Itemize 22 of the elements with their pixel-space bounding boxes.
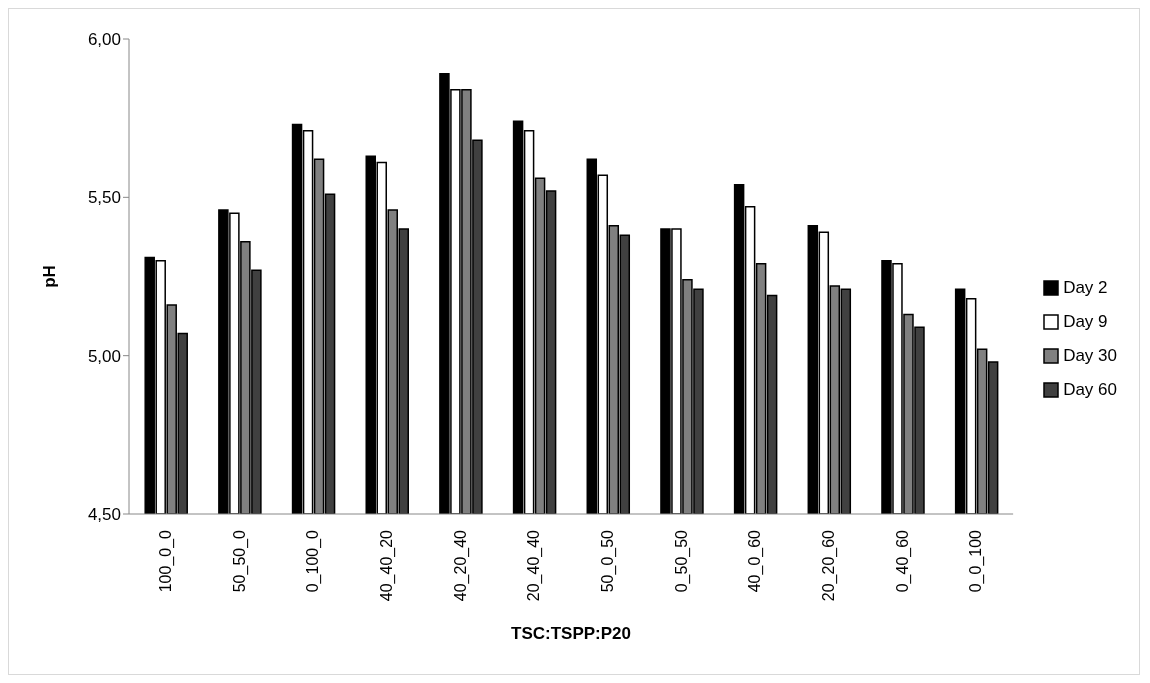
x-tick-label: 0_40_60 [893,529,912,593]
x-axis-title: TSC:TSPP:P20 [511,624,632,643]
legend-label: Day 2 [1063,278,1108,298]
x-tick-label: 100_0_0 [156,529,175,593]
y-tick-label: 6,00 [87,30,121,50]
x-tick-label: 50_50_0 [230,529,249,593]
x-tick-label: 40_20_40 [451,529,470,602]
y-axis-title: pH [40,265,60,288]
y-tick-label: 5,50 [87,188,121,208]
x-tick-label: 20_40_40 [525,529,544,602]
y-tick-label: 4,50 [87,505,121,525]
legend-label: Day 9 [1063,312,1108,332]
legend-label: Day 60 [1063,380,1117,400]
x-tick-label: 20_20_60 [819,529,838,602]
x-tick-label: 40_0_60 [746,529,765,593]
x-tick-label: 0_0_100 [967,529,986,593]
x-tick-label: 50_0_50 [598,529,617,593]
x-tick-label: 40_40_20 [377,529,396,602]
x-tick-label: 0_50_50 [672,529,691,593]
y-tick-label: 5,00 [87,346,121,366]
legend-label: Day 30 [1063,346,1117,366]
x-tick-label: 0_100_0 [304,529,323,593]
